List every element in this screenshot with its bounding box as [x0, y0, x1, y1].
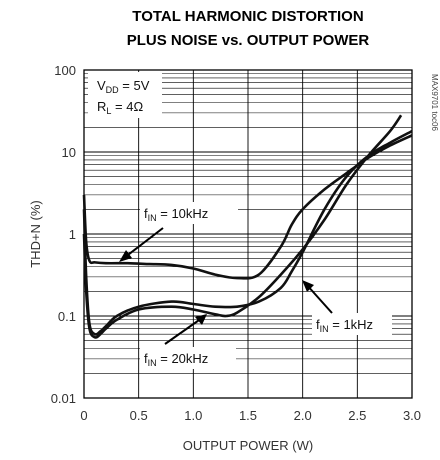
- y-tick-label: 100: [54, 63, 76, 78]
- arrow-1khz: [305, 283, 333, 314]
- tick-labels: 0 0.5 1.0 1.5 2.0 2.5 3.0 0.01 0.1 1 10 100: [51, 63, 421, 423]
- condition-vdd: VDD = 5V: [97, 78, 150, 95]
- x-tick-label: 2.0: [294, 408, 312, 423]
- label-bg-10khz: [140, 202, 238, 224]
- curves: [82, 114, 413, 339]
- y-tick-label: 10: [62, 145, 76, 160]
- x-tick-label: 0.5: [130, 408, 148, 423]
- arrow-10khz: [123, 227, 164, 259]
- curve-20khz: [82, 114, 403, 339]
- side-reference-label: MAX9701 toc06: [430, 74, 439, 131]
- conditions-box: [88, 72, 162, 118]
- arrowhead-20khz: [195, 314, 207, 325]
- y-tick-label: 0.01: [51, 391, 76, 406]
- label-bg-1khz: [312, 313, 392, 335]
- grid-lines: [84, 70, 412, 398]
- x-tick-label: 1.0: [184, 408, 202, 423]
- series-label-10khz: fIN = 10kHz: [144, 206, 208, 223]
- arrow-20khz: [164, 317, 203, 345]
- x-tick-label: 0: [80, 408, 87, 423]
- y-tick-label: 0.1: [58, 309, 76, 324]
- series-label-1khz: fIN = 1kHz: [316, 317, 373, 334]
- chart-title-line-2: PLUS NOISE vs. OUTPUT POWER: [127, 32, 370, 49]
- label-bg-20khz: [140, 347, 236, 369]
- y-tick-label: 1: [69, 227, 76, 242]
- x-tick-label: 3.0: [403, 408, 421, 423]
- series-label-20khz: fIN = 20kHz: [144, 351, 208, 368]
- condition-rl: RL = 4Ω: [97, 99, 143, 116]
- x-tick-label: 1.5: [239, 408, 257, 423]
- curve-1khz: [82, 129, 413, 336]
- y-axis-label: THD+N (%): [28, 200, 43, 268]
- x-tick-label: 2.5: [348, 408, 366, 423]
- chart-title-line-1: TOTAL HARMONIC DISTORTION: [132, 8, 363, 25]
- arrowhead-10khz: [119, 250, 132, 262]
- arrowhead-1khz: [302, 280, 314, 292]
- x-axis-label: OUTPUT POWER (W): [183, 438, 313, 453]
- curve-10khz: [82, 134, 413, 280]
